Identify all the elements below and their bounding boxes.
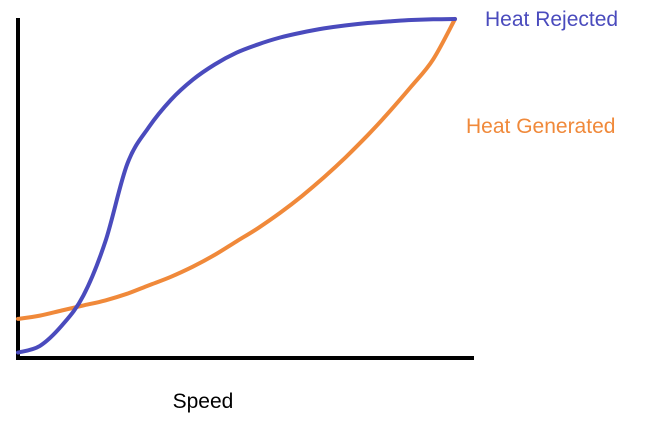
series-label-heat-rejected: Heat Rejected [485, 8, 618, 31]
series-line-heat-generated [16, 17, 457, 321]
series-label-heat-generated: Heat Generated [466, 115, 615, 138]
x-axis-label: Speed [173, 390, 234, 413]
series-line-heat-rejected [16, 17, 457, 355]
